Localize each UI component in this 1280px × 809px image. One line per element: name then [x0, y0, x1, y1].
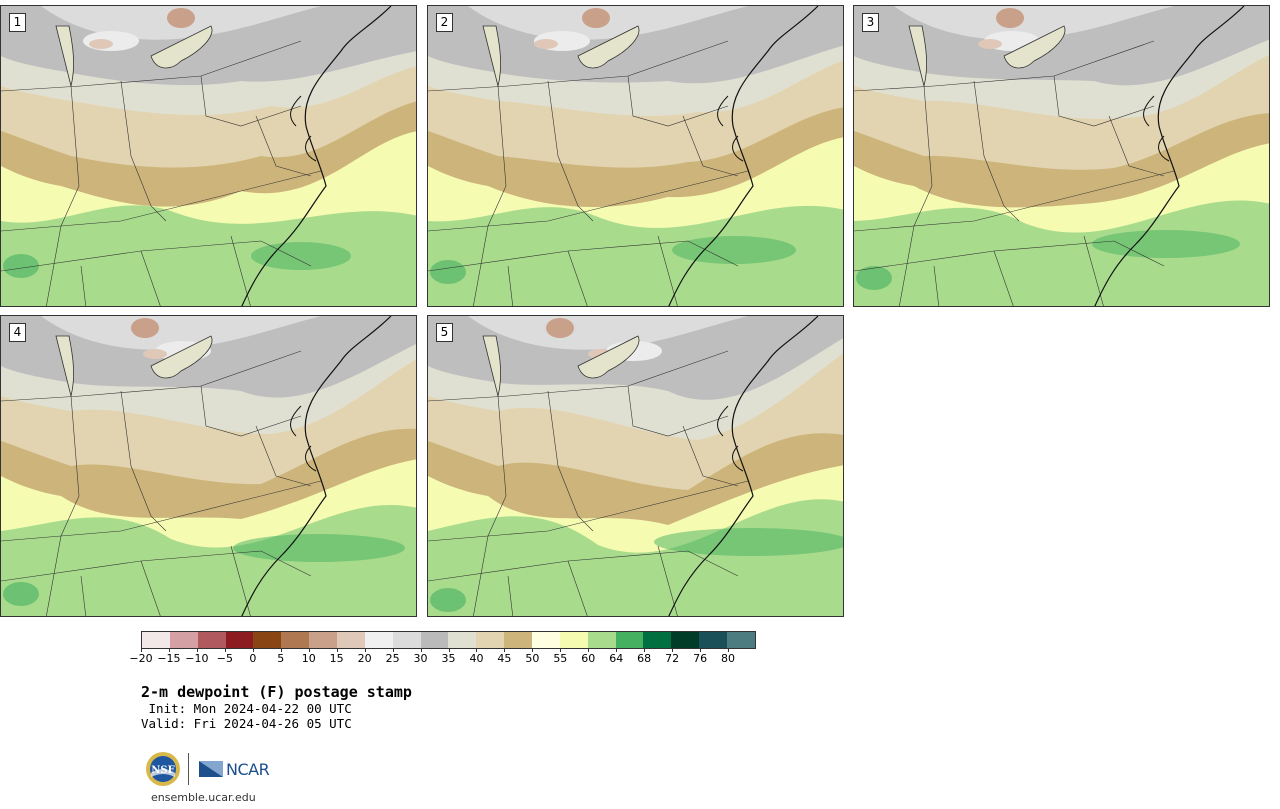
map-panel[interactable]: 2 — [427, 5, 844, 307]
colorbar-swatch — [671, 632, 700, 648]
colorbar-tick-label: 20 — [357, 652, 372, 665]
colorbar-swatch — [587, 632, 616, 648]
map-panel[interactable]: 4 — [0, 315, 417, 617]
logos: NSF NCAR — [145, 750, 270, 788]
colorbar-tick-label: 68 — [637, 652, 652, 665]
valid-time: Valid: Fri 2024-04-26 05 UTC — [141, 716, 352, 731]
map-panel[interactable]: 5 — [427, 315, 844, 617]
colorbar-swatch — [448, 632, 477, 648]
colorbar-tick-label: 35 — [441, 652, 456, 665]
svg-text:NSF: NSF — [151, 765, 174, 776]
colorbar-swatch — [559, 632, 588, 648]
colorbar-swatch — [532, 632, 560, 648]
colorbar-swatch — [225, 632, 254, 648]
colorbar-swatch — [253, 632, 282, 648]
colorbar-tick-label: −5 — [216, 652, 233, 665]
colorbar-tick-label: 10 — [301, 652, 316, 665]
colorbar-swatch — [309, 632, 338, 648]
colorbar-tick-label: 30 — [413, 652, 428, 665]
colorbar-tick-label: 76 — [693, 652, 708, 665]
colorbar-tick-label: −15 — [157, 652, 181, 665]
colorbar-tick-label: −20 — [129, 652, 153, 665]
colorbar-swatch — [142, 632, 170, 648]
colorbar-swatch — [392, 632, 421, 648]
colorbar-tick-label: 40 — [469, 652, 484, 665]
site-url[interactable]: ensemble.ucar.edu — [151, 791, 256, 804]
colorbar-swatch — [337, 632, 365, 648]
colorbar-tick-label: 55 — [553, 652, 568, 665]
colorbar-tick-label: 80 — [721, 652, 736, 665]
colorbar-tick-label: 15 — [329, 652, 344, 665]
panel-number: 4 — [9, 323, 26, 342]
colorbar-tick-label: 25 — [385, 652, 400, 665]
colorbar-swatch — [504, 632, 533, 648]
colorbar-swatch — [281, 632, 310, 648]
ncar-logo[interactable]: NCAR — [198, 759, 270, 779]
colorbar-swatch — [476, 632, 505, 648]
colorbar-ticks: −20 −15 −10 −5 0 5 10 15 20 25 30 35 40 45 50 55 60 64 68 7… — [129, 652, 756, 666]
colorbar-swatch — [364, 632, 393, 648]
chart-title: 2-m dewpoint (F) postage stamp — [141, 683, 412, 701]
map-panel[interactable]: 1 — [0, 5, 417, 307]
colorbar-tick-label: 72 — [665, 652, 680, 665]
colorbar-swatch — [197, 632, 226, 648]
colorbar-swatch — [699, 632, 728, 648]
colorbar-tick-label: 0 — [249, 652, 257, 665]
colorbar-tick-label: 50 — [525, 652, 540, 665]
init-time: Init: Mon 2024-04-22 00 UTC — [141, 701, 352, 716]
panel-number: 1 — [9, 13, 26, 32]
panel-number: 5 — [436, 323, 453, 342]
colorbar-tick-label: 45 — [497, 652, 512, 665]
colorbar-swatch — [420, 632, 449, 648]
panel-number: 2 — [436, 13, 453, 32]
colorbar-swatch — [169, 632, 198, 648]
colorbar — [141, 631, 756, 649]
colorbar-swatch — [643, 632, 672, 648]
colorbar-tick-label: 5 — [277, 652, 285, 665]
map-panel[interactable]: 3 — [853, 5, 1270, 307]
colorbar-tick-label: 60 — [581, 652, 596, 665]
colorbar-swatch — [615, 632, 644, 648]
panel-number: 3 — [862, 13, 879, 32]
colorbar-tick-label: −10 — [185, 652, 209, 665]
colorbar-swatch — [727, 632, 755, 648]
nsf-logo[interactable]: NSF — [145, 751, 181, 787]
colorbar-tick-label: 64 — [609, 652, 624, 665]
